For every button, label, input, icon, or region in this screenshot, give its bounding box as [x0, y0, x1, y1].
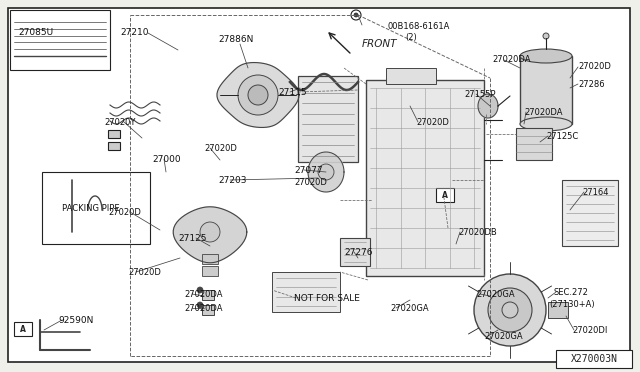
Text: 27125: 27125 — [178, 234, 207, 243]
Text: 27020DA: 27020DA — [492, 55, 531, 64]
Text: 27020D: 27020D — [294, 178, 327, 187]
Text: 27020GA: 27020GA — [476, 290, 515, 299]
Circle shape — [318, 164, 334, 180]
Bar — [202, 290, 214, 300]
Text: 27020DB: 27020DB — [458, 228, 497, 237]
Text: 27085U: 27085U — [18, 28, 53, 37]
Bar — [340, 238, 370, 266]
Text: PACKING PIPE: PACKING PIPE — [62, 204, 120, 213]
Text: 27020D: 27020D — [128, 268, 161, 277]
Text: A: A — [20, 324, 26, 334]
Bar — [548, 302, 568, 318]
Bar — [14, 322, 32, 336]
Bar — [272, 272, 340, 312]
Bar — [516, 128, 552, 160]
Bar — [108, 130, 120, 138]
Text: 27020Y: 27020Y — [104, 118, 136, 127]
Text: 27020GA: 27020GA — [390, 304, 429, 313]
Text: 27077: 27077 — [294, 166, 323, 175]
Text: X270003N: X270003N — [570, 354, 618, 364]
Text: A: A — [442, 190, 448, 199]
Bar — [42, 172, 150, 244]
Bar — [202, 254, 218, 264]
Text: 27020D: 27020D — [108, 208, 141, 217]
Text: 27020GA: 27020GA — [484, 332, 523, 341]
Text: 27020DA: 27020DA — [524, 108, 563, 117]
Text: 27886N: 27886N — [218, 35, 253, 44]
Bar — [436, 188, 454, 202]
Polygon shape — [217, 62, 299, 128]
Text: 27020DA: 27020DA — [184, 290, 223, 299]
Circle shape — [248, 85, 268, 105]
Polygon shape — [308, 152, 344, 192]
Text: 27203: 27203 — [218, 176, 246, 185]
Bar — [562, 180, 618, 246]
Polygon shape — [173, 207, 247, 263]
Text: 27020D: 27020D — [416, 118, 449, 127]
Circle shape — [351, 10, 361, 20]
Text: 27000: 27000 — [152, 155, 180, 164]
Ellipse shape — [520, 117, 572, 131]
Circle shape — [543, 33, 549, 39]
Ellipse shape — [520, 49, 572, 63]
Text: (27130+A): (27130+A) — [549, 300, 595, 309]
Text: 27125C: 27125C — [546, 132, 579, 141]
Text: 27210: 27210 — [120, 28, 148, 37]
Bar — [556, 350, 632, 368]
Bar — [520, 56, 572, 124]
Text: FRONT: FRONT — [362, 39, 397, 49]
Circle shape — [502, 302, 518, 318]
Text: 27020D: 27020D — [204, 144, 237, 153]
Circle shape — [197, 287, 203, 293]
Text: 27020D: 27020D — [578, 62, 611, 71]
Polygon shape — [478, 94, 498, 118]
Text: 27276: 27276 — [344, 248, 372, 257]
Circle shape — [474, 274, 546, 346]
Text: 27286: 27286 — [578, 80, 605, 89]
Bar — [386, 68, 436, 84]
Bar — [298, 76, 358, 162]
Text: NOT FOR SALE: NOT FOR SALE — [294, 294, 360, 303]
Text: 00B168-6161A: 00B168-6161A — [388, 22, 451, 31]
Bar — [108, 142, 120, 150]
Bar — [366, 80, 484, 276]
Circle shape — [488, 288, 532, 332]
Text: 27020DI: 27020DI — [572, 326, 607, 335]
Text: 27020DA: 27020DA — [184, 304, 223, 313]
Bar — [10, 10, 110, 70]
Circle shape — [200, 222, 220, 242]
Text: 27155P: 27155P — [464, 90, 495, 99]
Text: 27115: 27115 — [278, 88, 307, 97]
Circle shape — [238, 75, 278, 115]
Circle shape — [197, 302, 203, 308]
Text: 92590N: 92590N — [58, 316, 93, 325]
Text: (2): (2) — [405, 33, 417, 42]
Bar — [202, 305, 214, 315]
Bar — [202, 266, 218, 276]
Text: SEC.272: SEC.272 — [554, 288, 589, 297]
Text: 27164: 27164 — [582, 188, 609, 197]
Circle shape — [354, 13, 358, 17]
